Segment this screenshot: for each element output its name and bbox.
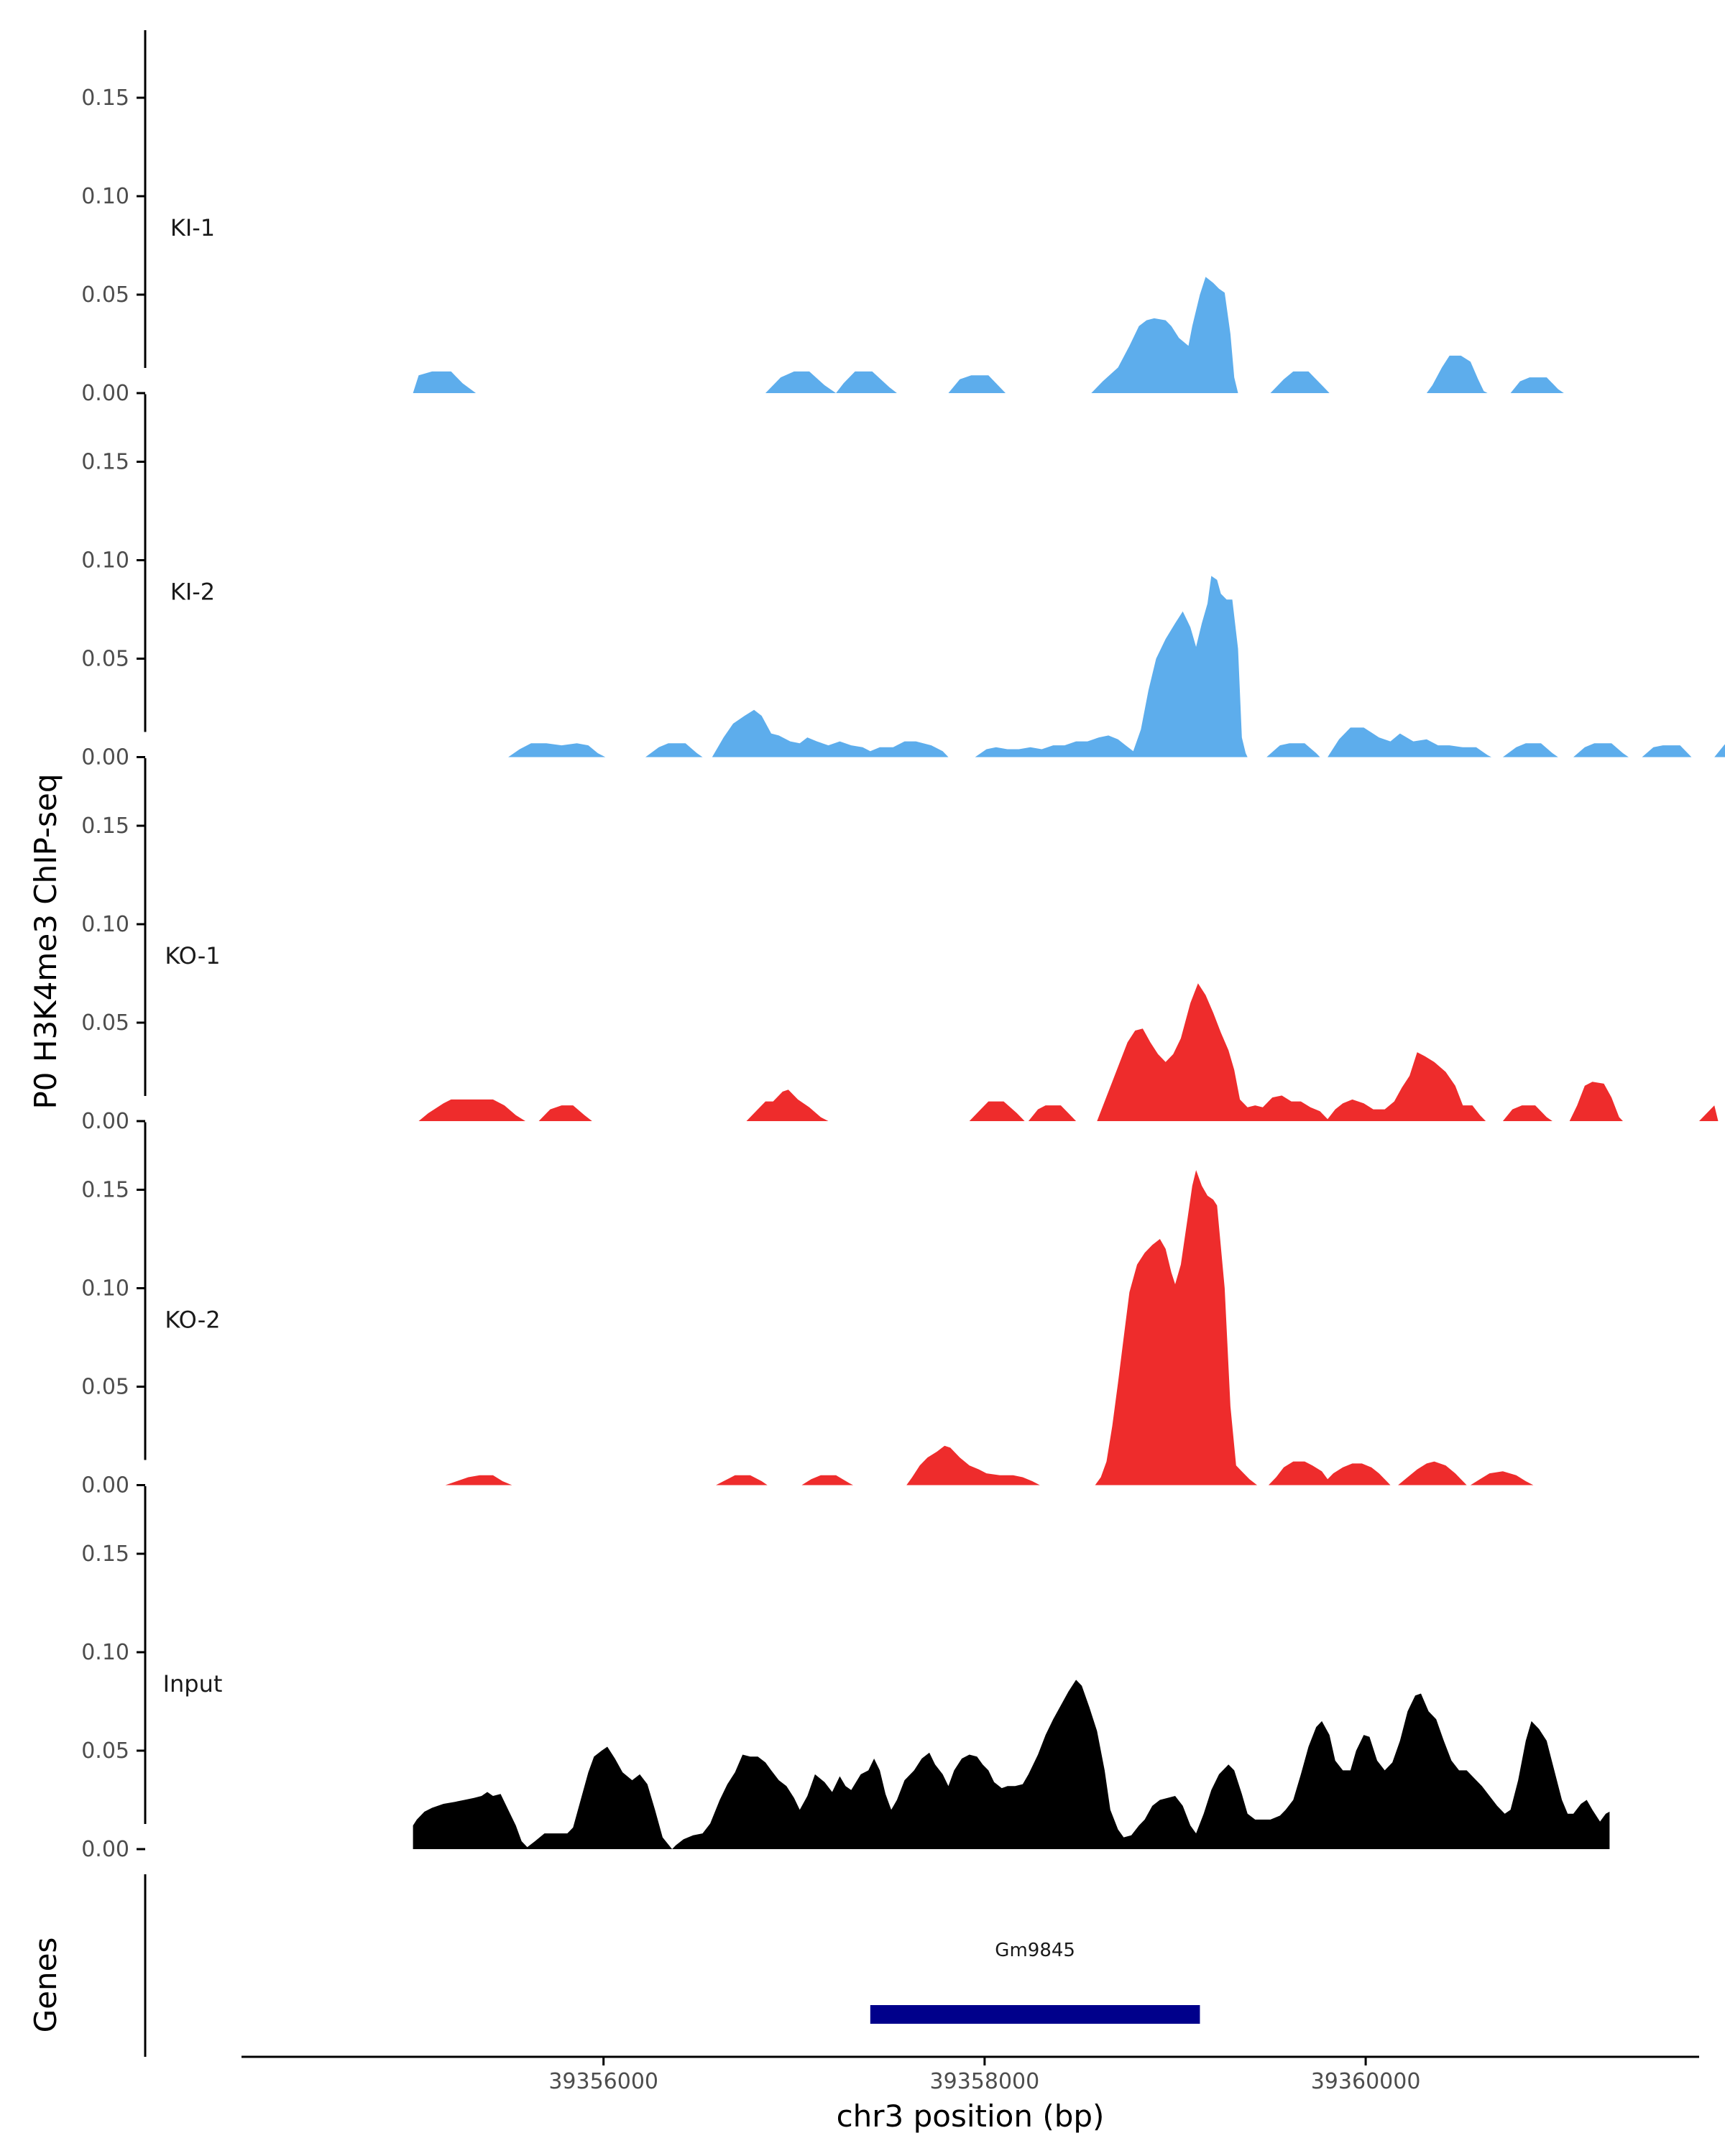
x-tick-label: 39358000 (930, 2069, 1040, 2094)
y-tick-label-ko-2: 0.10 (81, 1276, 129, 1302)
y-axis-title: P0 H3K4me3 ChIP-seq (28, 773, 63, 1109)
coverage-area-ki-1 (413, 277, 1564, 393)
y-tick-label-ko-1: 0.00 (81, 1109, 129, 1134)
coverage-area-ko-1 (418, 983, 1719, 1121)
y-tick-label-ko-1: 0.10 (81, 912, 129, 937)
y-tick-label-ki-2: 0.00 (81, 745, 129, 770)
coverage-area-input (413, 1680, 1610, 1849)
track-label-ki-2: KI-2 (170, 578, 215, 605)
genes-axis-title: Genes (28, 1938, 63, 2033)
track-label-input: Input (163, 1670, 223, 1697)
gene-bar-gm9845 (870, 2005, 1200, 2024)
y-tick-label-input: 0.15 (81, 1542, 129, 1567)
y-tick-label-ki-1: 0.15 (81, 86, 129, 111)
track-panel-ko-2: 0.00 0.05 0.10 0.15 KO-2 (81, 1122, 1534, 1498)
gene-items: Gm9845 (870, 1940, 1200, 2024)
tracks-layer: 0.00 0.05 0.10 0.15 KI-1 0.00 0.05 0.10 0.15 KI-2… (81, 30, 1725, 1862)
y-tick-label-ki-2: 0.10 (81, 548, 129, 573)
y-tick-label-ko-2: 0.15 (81, 1178, 129, 1203)
y-tick-label-ko-2: 0.05 (81, 1375, 129, 1400)
x-tick-label: 39356000 (548, 2069, 658, 2094)
x-tick-label: 39360000 (1311, 2069, 1421, 2094)
y-tick-label-ki-1: 0.05 (81, 282, 129, 308)
track-panel-ki-2: 0.00 0.05 0.10 0.15 KI-2 (81, 394, 1725, 770)
track-label-ko-2: KO-2 (165, 1306, 220, 1333)
y-tick-label-input: 0.05 (81, 1738, 129, 1764)
y-tick-label-ki-1: 0.00 (81, 381, 129, 406)
track-panel-ko-1: 0.00 0.05 0.10 0.15 KO-1 (81, 758, 1719, 1134)
y-tick-label-input: 0.10 (81, 1640, 129, 1665)
y-tick-label-input: 0.00 (81, 1837, 129, 1862)
y-tick-label-ki-1: 0.10 (81, 184, 129, 209)
y-tick-label-ki-2: 0.05 (81, 647, 129, 672)
y-tick-label-ki-2: 0.15 (81, 450, 129, 475)
track-panel-input: 0.00 0.05 0.10 0.15 Input (81, 1486, 1610, 1862)
x-axis-title: chr3 position (bp) (837, 2099, 1105, 2134)
x-axis: 39356000 39358000 39360000 (242, 2055, 1699, 2094)
track-panel-ki-1: 0.00 0.05 0.10 0.15 KI-1 (81, 30, 1564, 406)
y-tick-label-ko-2: 0.00 (81, 1473, 129, 1498)
y-tick-label-ko-1: 0.05 (81, 1010, 129, 1036)
gene-label-gm9845: Gm9845 (995, 1940, 1075, 1961)
genes-panel: Gm9845 (144, 1874, 1200, 2057)
coverage-area-ki-2 (508, 576, 1725, 757)
track-label-ko-1: KO-1 (165, 942, 220, 969)
track-label-ki-1: KI-1 (170, 214, 215, 241)
y-tick-label-ko-1: 0.15 (81, 814, 129, 839)
coverage-area-ko-2 (445, 1170, 1534, 1485)
